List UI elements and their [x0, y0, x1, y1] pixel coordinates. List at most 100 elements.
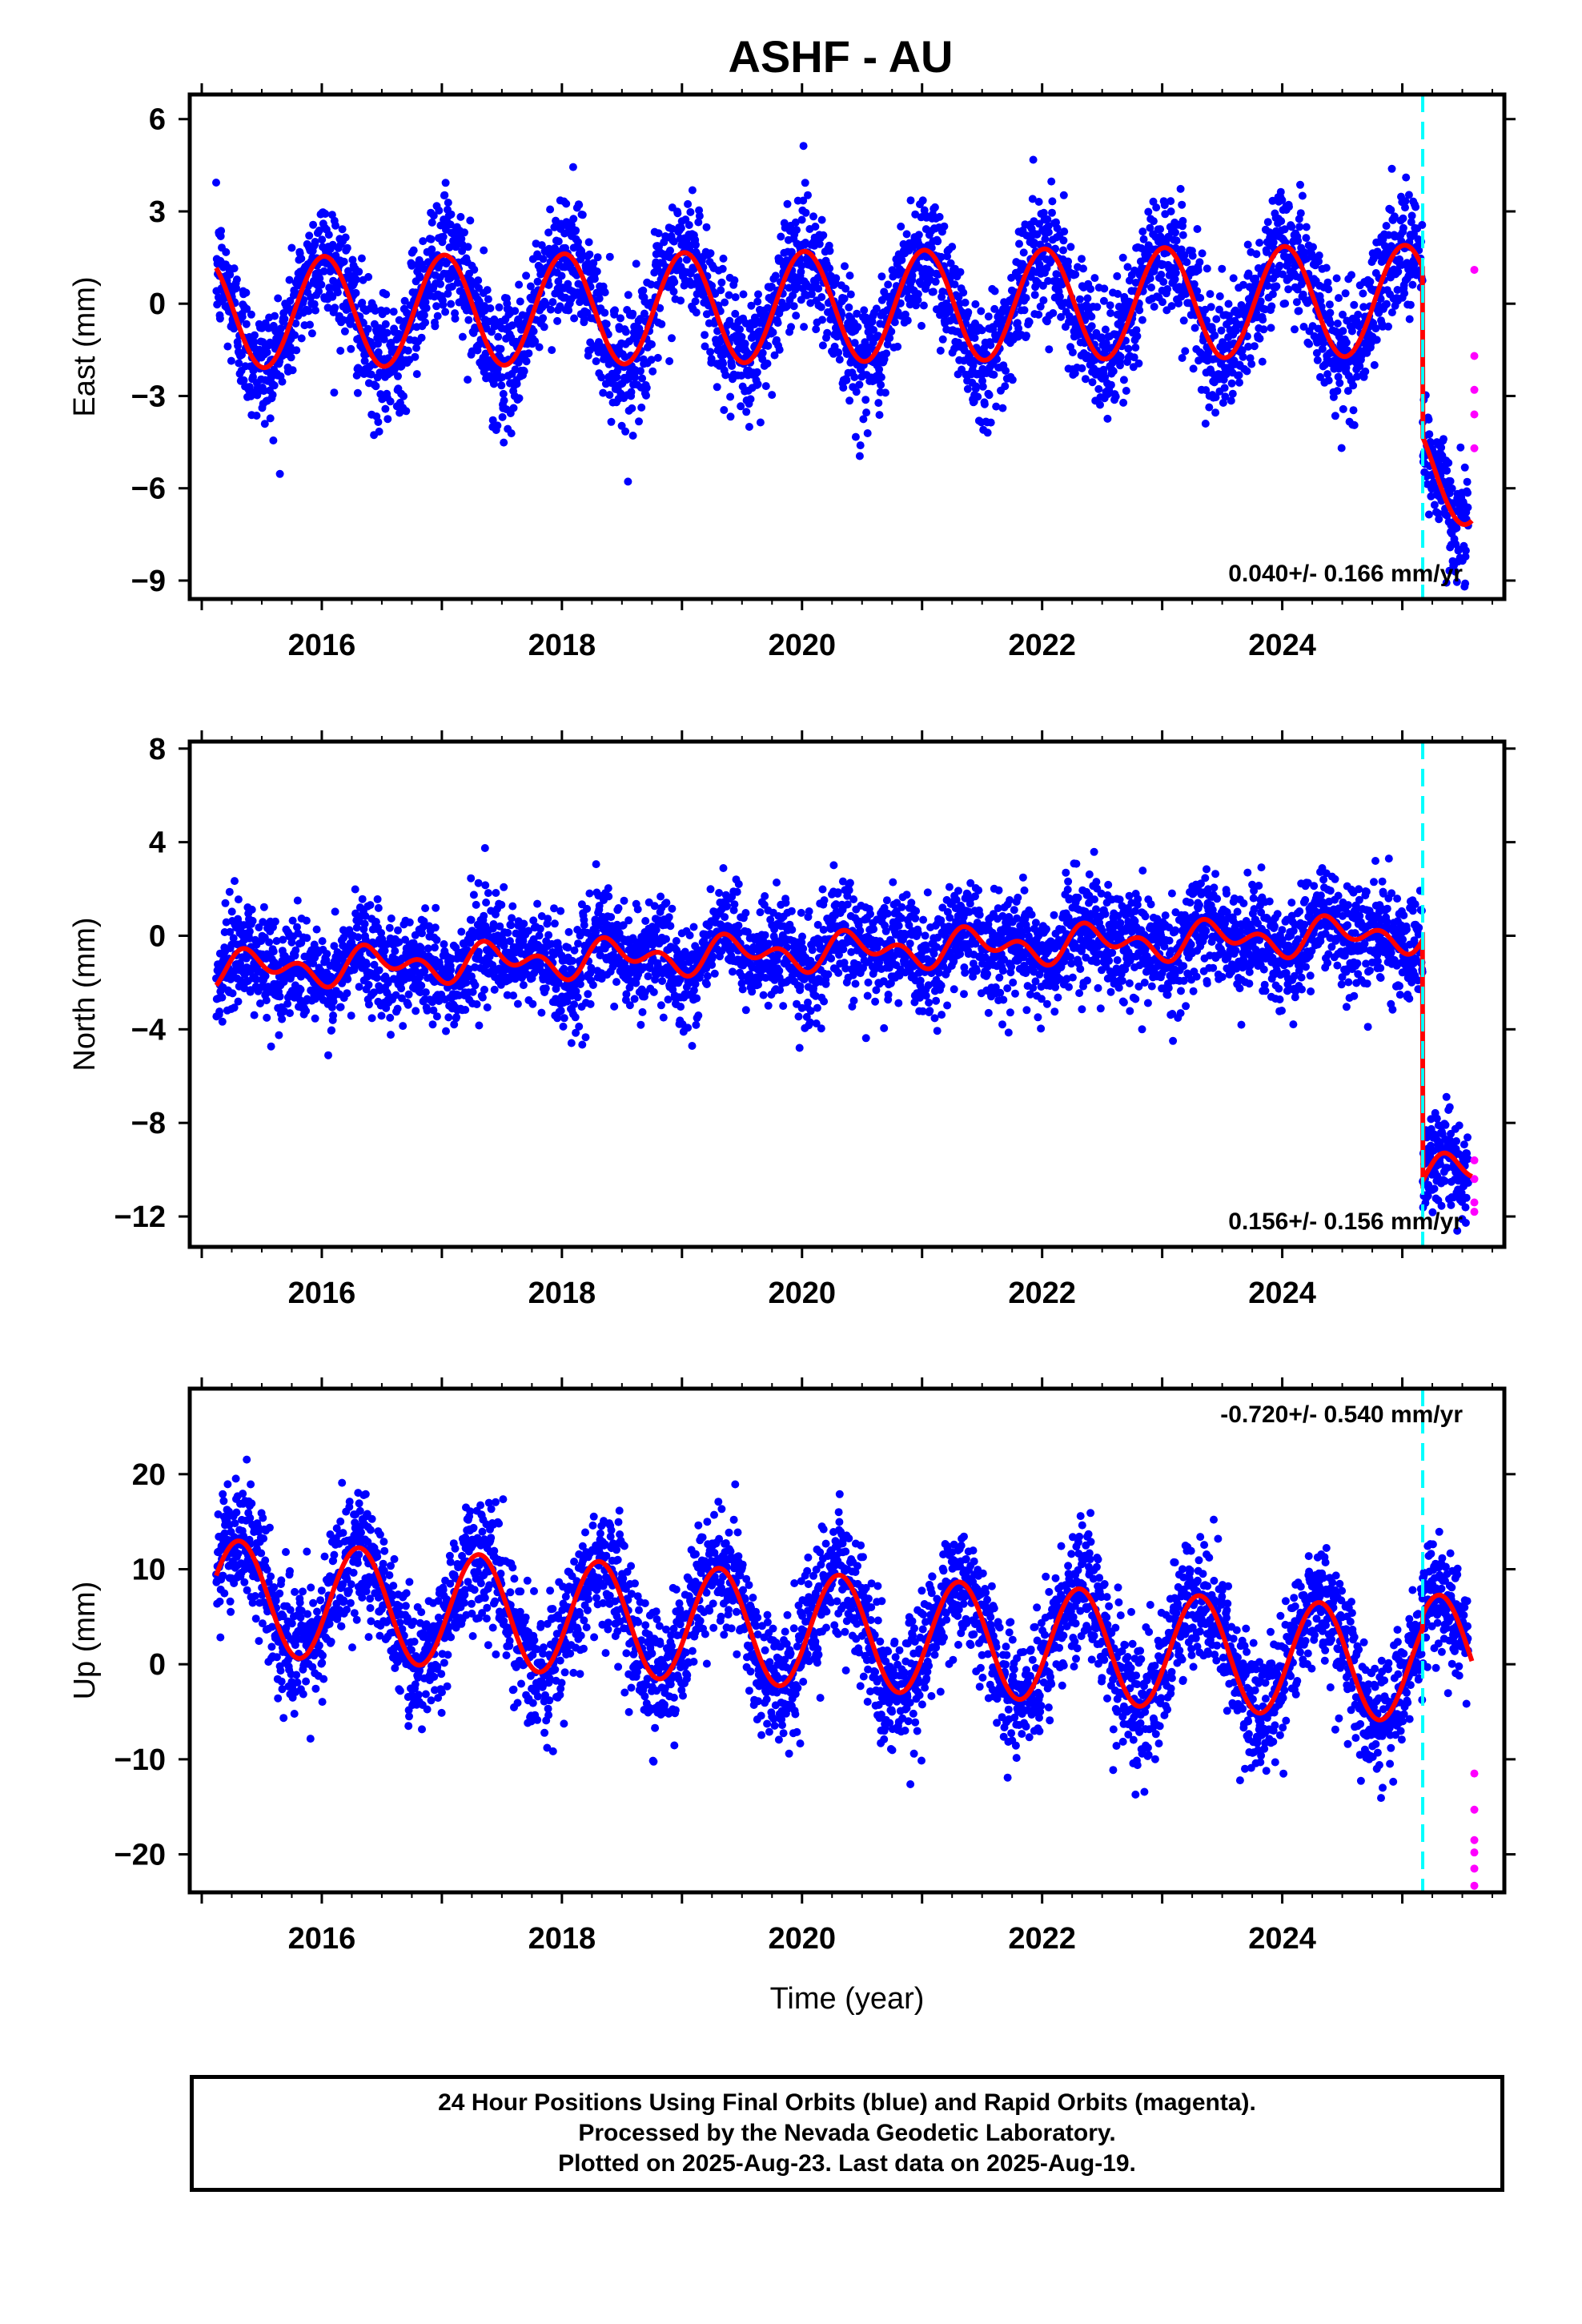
final-orbit-point	[706, 249, 715, 258]
final-orbit-point	[268, 391, 277, 399]
final-orbit-point	[1094, 384, 1103, 393]
final-orbit-point	[963, 384, 972, 393]
final-orbit-point	[1196, 294, 1205, 302]
final-orbit-point	[1347, 327, 1356, 336]
final-orbit-point	[882, 349, 891, 358]
final-orbit-point	[341, 233, 350, 242]
final-orbit-point	[1088, 378, 1097, 387]
final-orbit-point	[472, 1000, 481, 1008]
final-orbit-point	[1354, 310, 1363, 319]
final-orbit-point	[480, 246, 488, 255]
final-orbit-point	[800, 323, 809, 332]
final-orbit-point	[1078, 364, 1086, 372]
final-orbit-point	[474, 879, 483, 887]
final-orbit-point	[270, 381, 279, 390]
final-orbit-point	[1178, 200, 1186, 209]
final-orbit-point	[767, 282, 776, 291]
final-orbit-point	[1443, 511, 1452, 520]
final-orbit-point	[1053, 224, 1062, 232]
final-orbit-point	[218, 993, 227, 1002]
final-orbit-point	[1350, 420, 1359, 429]
final-orbit-point	[516, 297, 524, 306]
final-orbit-point	[352, 923, 361, 932]
final-orbit-point	[669, 287, 678, 296]
final-orbit-point	[1316, 372, 1324, 381]
final-orbit-point	[1030, 291, 1039, 300]
final-orbit-point	[395, 938, 404, 947]
final-orbit-point	[1123, 263, 1132, 271]
final-orbit-point	[692, 308, 701, 317]
final-orbit-point	[853, 323, 862, 332]
final-orbit-point	[263, 1013, 271, 1022]
final-orbit-point	[416, 988, 424, 997]
final-orbit-point	[285, 275, 294, 284]
final-orbit-point	[1332, 274, 1341, 283]
final-orbit-point	[1334, 372, 1343, 381]
final-orbit-point	[1228, 389, 1237, 398]
x-tick-label: 2020	[768, 629, 836, 662]
final-orbit-point	[993, 355, 1002, 364]
final-orbit-point	[1372, 336, 1381, 344]
final-orbit-point	[1404, 191, 1413, 199]
final-orbit-point	[1215, 305, 1223, 314]
final-orbit-point	[475, 1021, 484, 1030]
final-orbit-point	[818, 316, 826, 324]
final-orbit-point	[980, 400, 989, 408]
final-orbit-point	[245, 383, 254, 392]
final-orbit-point	[562, 199, 571, 208]
final-orbit-point	[1418, 220, 1427, 229]
chart-title: ASHF - AU	[728, 31, 954, 82]
final-orbit-point	[1425, 430, 1434, 439]
final-orbit-point	[1439, 435, 1447, 444]
final-orbit-point	[464, 376, 472, 384]
final-orbit-point	[321, 210, 330, 218]
final-orbit-point	[1052, 270, 1061, 279]
final-orbit-point	[1147, 283, 1155, 292]
final-orbit-point	[823, 328, 832, 337]
final-orbit-point	[509, 991, 518, 1000]
final-orbit-point	[1298, 191, 1307, 200]
final-orbit-point	[741, 340, 749, 348]
final-orbit-point	[493, 421, 502, 430]
final-orbit-point	[1359, 303, 1368, 312]
final-orbit-point	[231, 877, 239, 886]
final-orbit-point	[640, 309, 648, 318]
final-orbit-point	[855, 452, 864, 460]
final-orbit-point	[1019, 248, 1028, 257]
final-orbit-point	[544, 915, 552, 923]
final-orbit-point	[364, 272, 373, 281]
final-orbit-point	[374, 418, 383, 426]
final-orbit-point	[1452, 577, 1461, 586]
x-tick-label: 2024	[1248, 629, 1316, 662]
final-orbit-point	[212, 179, 220, 187]
final-orbit-point	[483, 286, 492, 295]
final-orbit-point	[1326, 319, 1335, 328]
final-orbit-point	[432, 935, 441, 944]
final-orbit-point	[1083, 294, 1092, 303]
final-orbit-point	[260, 420, 269, 428]
final-orbit-point	[490, 985, 499, 994]
final-orbit-point	[764, 341, 773, 350]
final-orbit-point	[529, 327, 538, 336]
final-orbit-point	[1149, 217, 1158, 226]
final-orbit-point	[627, 388, 636, 396]
final-orbit-point	[1325, 300, 1334, 309]
final-orbit-point	[550, 223, 559, 231]
final-orbit-point	[1302, 223, 1311, 231]
final-orbit-point	[726, 412, 735, 421]
final-orbit-point	[481, 881, 490, 890]
final-orbit-point	[597, 373, 606, 382]
final-orbit-point	[578, 211, 587, 219]
final-orbit-point	[1068, 348, 1077, 356]
final-orbit-point	[908, 271, 917, 279]
final-orbit-point	[978, 326, 986, 335]
final-orbit-point	[226, 271, 235, 279]
final-orbit-point	[1022, 332, 1030, 340]
final-orbit-point	[259, 903, 268, 911]
final-orbit-point	[262, 996, 271, 1005]
final-orbit-point	[1001, 382, 1010, 391]
final-orbit-point	[998, 404, 1007, 412]
final-orbit-point	[747, 301, 756, 310]
final-orbit-point	[855, 380, 864, 389]
